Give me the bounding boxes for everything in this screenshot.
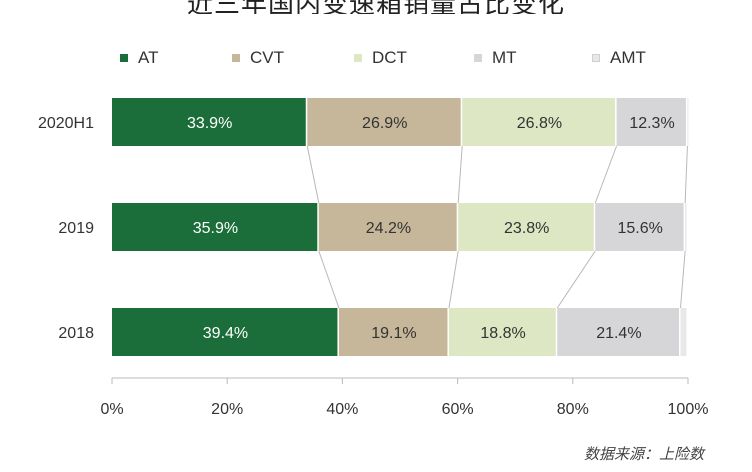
connector-line [680, 250, 686, 309]
bar-segment-dct [448, 308, 556, 356]
bar-segment-cvt [307, 98, 461, 146]
bar-segment-dct [458, 203, 594, 251]
legend-swatch-dct [354, 54, 362, 62]
bar-segment-amt [680, 308, 687, 356]
bar-segment-amt [687, 98, 689, 146]
legend-label-mt: MT [492, 48, 517, 67]
category-label: 2018 [58, 325, 94, 342]
connector-line [448, 250, 459, 309]
data-label: 24.2% [366, 220, 411, 237]
legend-swatch-at [120, 54, 128, 62]
legend-item-cvt: CVT [232, 48, 284, 68]
x-tick-label: 80% [557, 401, 589, 418]
legend-item-dct: DCT [354, 48, 407, 68]
data-label: 23.8% [504, 220, 549, 237]
bar-segment-at [112, 203, 318, 251]
chart-title: 近三年国内变速箱销量占比变化 [0, 0, 752, 14]
x-tick-label: 40% [326, 401, 358, 418]
x-tick-label: 60% [442, 401, 474, 418]
bar-segment-mt [595, 203, 684, 251]
source-note: 数据来源：上险数 [583, 446, 704, 463]
data-label: 33.9% [187, 115, 232, 132]
category-label: 2019 [58, 220, 94, 237]
legend-label-cvt: CVT [250, 48, 284, 67]
category-label: 2020H1 [38, 115, 94, 132]
legend-label-amt: AMT [610, 48, 646, 67]
data-label: 21.4% [596, 325, 641, 342]
legend-swatch-mt [474, 54, 482, 62]
legend-item-amt: AMT [592, 48, 646, 68]
connector-line [684, 145, 688, 204]
bar-segment-cvt [318, 203, 457, 251]
x-tick-label: 100% [668, 401, 709, 418]
data-label: 26.9% [362, 115, 407, 132]
connector-line [306, 145, 320, 204]
bar-segment-dct [462, 98, 616, 146]
chart-title-clip: 近三年国内变速箱销量占比变化 [0, 0, 752, 14]
connector-line [556, 250, 596, 309]
data-label: 35.9% [193, 220, 238, 237]
bar-segment-mt [557, 308, 680, 356]
connector-line [318, 250, 340, 309]
legend-item-at: AT [120, 48, 158, 68]
legend-item-mt: MT [474, 48, 517, 68]
data-label: 19.1% [371, 325, 416, 342]
x-tick-label: 20% [211, 401, 243, 418]
data-label: 12.3% [629, 115, 674, 132]
bar-segment-amt [685, 203, 687, 251]
legend-swatch-amt [592, 54, 600, 62]
bar-segment-at [112, 308, 338, 356]
data-label: 26.8% [517, 115, 562, 132]
bar-segment-at [112, 98, 306, 146]
bar-segment-cvt [338, 308, 448, 356]
connector-line [594, 145, 618, 204]
legend: AT CVT DCT MT AMT [0, 48, 752, 72]
data-label: 39.4% [203, 325, 248, 342]
data-label: 15.6% [618, 220, 663, 237]
legend-swatch-cvt [232, 54, 240, 62]
legend-label-dct: DCT [372, 48, 407, 67]
connector-line [457, 145, 463, 204]
legend-label-at: AT [138, 48, 159, 67]
data-label: 18.8% [480, 325, 525, 342]
bar-segment-mt [616, 98, 686, 146]
x-tick-label: 0% [100, 401, 123, 418]
